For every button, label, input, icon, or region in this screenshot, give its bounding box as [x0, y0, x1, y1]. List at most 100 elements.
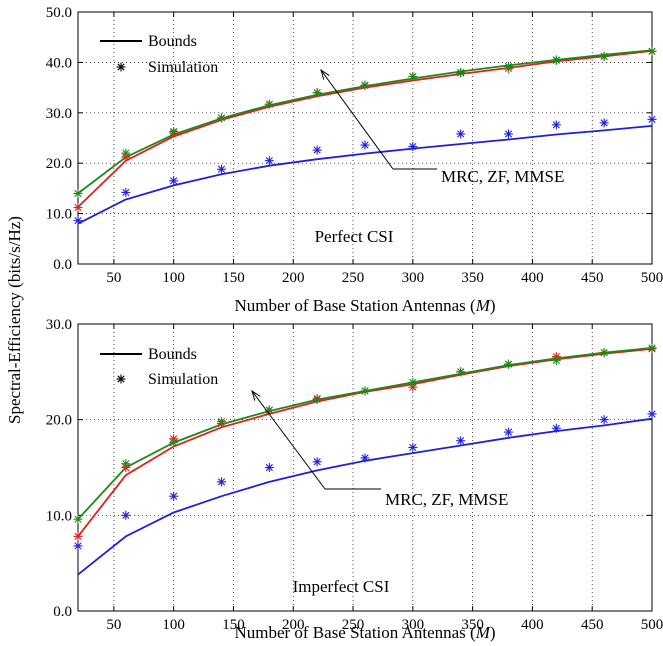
y-tick-label: 30.0 [46, 106, 72, 122]
simulation-marker [551, 120, 561, 130]
marker-stroke [504, 130, 513, 138]
simulation-marker [456, 129, 466, 139]
simulation-marker [264, 99, 274, 109]
marker-stroke [122, 460, 130, 468]
x-tick-label: 500 [641, 270, 663, 286]
simulation-marker [312, 88, 322, 98]
marker-stroke [361, 141, 369, 149]
marker-stroke [313, 146, 321, 154]
marker-stroke [170, 127, 178, 136]
marker-stroke [74, 189, 82, 198]
marker-stroke [170, 439, 178, 447]
simulation-marker [504, 427, 513, 437]
marker-stroke [409, 72, 417, 81]
marker-stroke [457, 130, 465, 138]
simulation-marker [73, 188, 83, 198]
annotation-arrow-head [320, 68, 330, 80]
marker-stroke [648, 410, 656, 418]
series-group [73, 46, 657, 226]
marker-stroke [361, 81, 369, 89]
marker-stroke [552, 121, 560, 129]
series-group [73, 343, 657, 576]
simulation-marker [73, 203, 83, 213]
simulation-marker [217, 477, 226, 487]
x-tick-label: 300 [402, 617, 425, 633]
axes: 50 100 150 200 250 300 350 400 450 500 0.0 10.0 20.0… [46, 317, 663, 642]
x-tick-label: 500 [641, 617, 663, 633]
marker-stroke [648, 344, 656, 352]
methods-annotation: MRC, ZF, MMSE [251, 389, 508, 509]
x-axis-label-suffix: ) [490, 623, 496, 642]
simulation-marker [456, 367, 466, 377]
x-axis-label-text: Number of Base Station Antennas ( [234, 623, 476, 642]
simulation-marker [264, 463, 274, 472]
marker-stroke [122, 149, 130, 157]
marker-stroke [457, 68, 465, 77]
x-tick-label: 250 [342, 270, 365, 286]
marker-stroke [361, 454, 369, 462]
marker-stroke [122, 188, 130, 197]
marker-stroke [552, 356, 560, 364]
simulation-marker [408, 377, 418, 387]
marker-stroke [409, 142, 417, 151]
simulation-marker [551, 55, 561, 65]
marker-stroke [117, 375, 125, 383]
legend-label-bounds: Bounds [148, 346, 197, 363]
methods-annotation: MRC, ZF, MMSE [320, 68, 564, 186]
simulation-marker [647, 114, 657, 124]
marker-stroke [313, 458, 321, 466]
marker-stroke [361, 387, 369, 395]
simulation-marker [121, 510, 131, 520]
x-tick-label: 250 [342, 617, 365, 633]
marker-stroke [409, 443, 417, 451]
marker-stroke [504, 360, 513, 368]
simulation-marker [360, 80, 370, 90]
simulation-marker [312, 457, 322, 467]
shared-y-axis-label: Spectral-Efficiency (bits/s/Hz) [5, 216, 24, 424]
marker-stroke [170, 177, 178, 185]
marker-stroke [74, 217, 82, 225]
simulation-marker [169, 126, 179, 136]
x-tick-label: 200 [282, 617, 305, 633]
marker-stroke [122, 511, 130, 519]
marker-stroke [600, 349, 608, 357]
simulation-marker [599, 51, 609, 61]
y-tick-label: 10.0 [46, 207, 72, 223]
marker-stroke [74, 542, 82, 550]
x-axis-label-text: Number of Base Station Antennas ( [234, 296, 476, 315]
simulation-marker [599, 348, 609, 358]
marker-stroke [74, 203, 82, 212]
y-tick-label: 20.0 [46, 413, 72, 429]
simulation-marker [169, 176, 179, 186]
legend-marker-swatch [116, 374, 126, 384]
marker-stroke [409, 378, 417, 386]
simulation-marker [73, 541, 83, 551]
x-tick-label: 450 [581, 270, 604, 286]
simulation-marker [312, 145, 322, 155]
x-tick-label: 50 [106, 270, 121, 286]
marker-stroke [504, 428, 513, 436]
simulation-marker [456, 436, 466, 446]
x-axis-label: Number of Base Station Antennas (M) [234, 296, 495, 315]
x-tick-label: 350 [461, 617, 484, 633]
marker-stroke [170, 492, 178, 500]
simulation-marker [217, 164, 226, 174]
marker-stroke [217, 417, 226, 426]
simulation-marker [504, 129, 513, 139]
y-tick-label: 10.0 [46, 508, 72, 524]
simulation-marker [647, 46, 657, 56]
annotation-methods-label: MRC, ZF, MMSE [385, 490, 508, 509]
simulation-marker [360, 140, 370, 150]
marker-stroke [265, 157, 273, 165]
marker-stroke [648, 47, 656, 55]
marker-stroke [313, 89, 321, 97]
simulation-marker [121, 148, 131, 158]
simulation-marker [121, 459, 131, 469]
simulation-marker [217, 417, 226, 427]
simulation-marker [599, 118, 609, 128]
legend: Bounds Simulation [100, 346, 218, 388]
marker-stroke [74, 515, 82, 523]
simulation-marker [169, 438, 179, 448]
chart-panel-perfect-csi: 50 100 150 200 250 300 350 400 450 500 0.0 10.0 20.0… [46, 5, 663, 315]
